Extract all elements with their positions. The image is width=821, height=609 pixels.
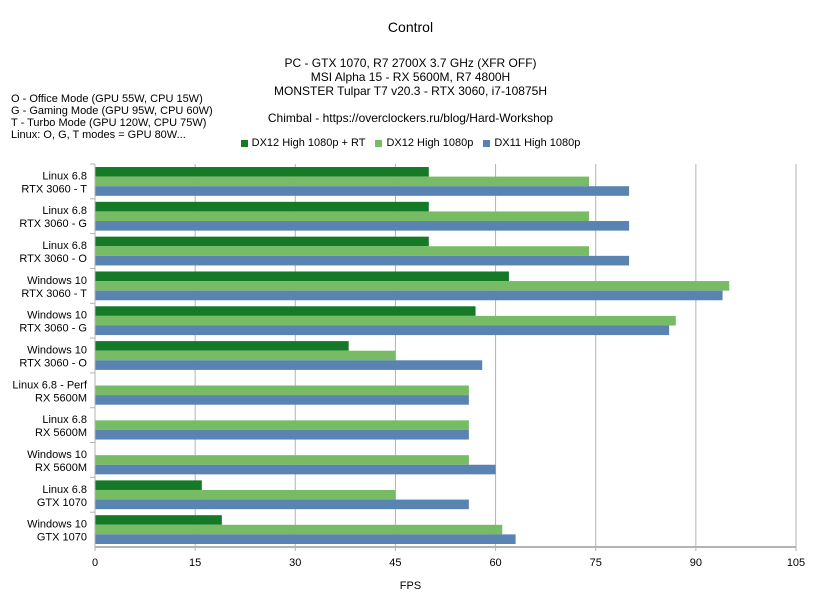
bar	[95, 534, 516, 544]
bar	[95, 271, 509, 282]
x-tick-label: 0	[92, 557, 98, 569]
x-tick-label: 15	[189, 557, 201, 569]
bar	[95, 524, 503, 535]
bar	[95, 315, 676, 326]
y-tick-label: Windows 10	[27, 449, 87, 461]
chart-title: Control	[387, 19, 434, 35]
legend-label-dx11: DX11 High 1080p	[494, 137, 581, 149]
legend-swatch-dx12-rt	[240, 139, 248, 147]
bar	[95, 395, 469, 405]
y-tick-label: RX 5600M	[35, 462, 87, 474]
y-tick-label: RTX 3060 - T	[21, 183, 87, 195]
y-tick-label: RX 5600M	[35, 392, 87, 404]
bar	[95, 489, 396, 500]
y-tick-label: Linux 6.8	[42, 170, 87, 182]
y-tick-label: RTX 3060 - O	[19, 253, 87, 265]
y-tick-label: Windows 10	[27, 275, 87, 287]
legend-swatch-dx12	[375, 139, 383, 147]
legend-item-dx11: DX11 High 1080p	[483, 137, 580, 149]
subtitle-line-monster: MONSTER Tulpar T7 v20.3 - RTX 3060, i7-1…	[273, 84, 547, 98]
bar	[95, 499, 469, 510]
bar	[95, 515, 222, 525]
bar	[95, 281, 730, 291]
bar	[95, 420, 469, 430]
legend: DX12 High 1080p + RT DX12 High 1080p DX1…	[0, 137, 821, 149]
bar	[95, 325, 670, 336]
bar	[95, 290, 723, 301]
note-linux-modes: Linux: O, G, T modes = GPU 80W...	[11, 129, 186, 141]
note-office-mode: O - Office Mode (GPU 55W, CPU 15W)	[11, 93, 203, 105]
note-turbo-mode: T - Turbo Mode (GPU 120W, CPU 75W)	[11, 117, 207, 129]
subtitle-line-author: Chimbal - https://overclockers.ru/blog/H…	[267, 111, 554, 125]
x-tick-label: 45	[389, 557, 401, 569]
y-tick-label: Linux 6.8	[42, 205, 87, 217]
bar	[95, 385, 469, 396]
x-tick-label: 60	[489, 557, 501, 569]
legend-item-dx12: DX12 High 1080p	[375, 137, 473, 149]
y-tick-label: Linux 6.8	[42, 240, 87, 252]
bar	[95, 221, 630, 231]
legend-item-dx12-rt: DX12 High 1080p + RT	[240, 137, 366, 149]
bar	[95, 480, 202, 490]
bar	[95, 186, 630, 196]
legend-label-dx12-rt: DX12 High 1080p + RT	[251, 137, 366, 149]
bar	[95, 429, 469, 440]
bar	[95, 211, 590, 222]
bar	[95, 350, 396, 361]
y-tick-label: RTX 3060 - T	[21, 288, 87, 300]
x-tick-label: 30	[289, 557, 301, 569]
y-tick-label: RTX 3060 - O	[19, 358, 87, 370]
bar	[95, 341, 349, 351]
bar	[95, 246, 590, 256]
note-gaming-mode: G - Gaming Mode (GPU 95W, CPU 60W)	[11, 105, 213, 117]
y-tick-label: GTX 1070	[37, 497, 87, 509]
y-tick-label: Linux 6.8 - Perf	[12, 379, 88, 391]
bar	[95, 464, 496, 475]
y-tick-label: RTX 3060 - G	[19, 218, 87, 230]
subtitle-line-msi: MSI Alpha 15 - RX 5600M, R7 4800H	[310, 70, 511, 84]
bar	[95, 360, 483, 370]
bar	[95, 167, 429, 177]
bar	[95, 255, 630, 266]
x-tick-label: 90	[690, 557, 702, 569]
legend-swatch-dx11	[483, 139, 491, 147]
y-tick-label: Windows 10	[27, 519, 87, 531]
x-tick-label: 105	[787, 557, 805, 569]
y-tick-label: Windows 10	[27, 345, 87, 357]
bar	[95, 201, 429, 212]
bar	[95, 176, 590, 187]
legend-label-dx12: DX12 High 1080p	[386, 137, 474, 149]
y-tick-label: GTX 1070	[37, 532, 87, 544]
bar	[95, 236, 429, 247]
y-tick-label: Linux 6.8	[42, 414, 87, 426]
bar	[95, 455, 469, 465]
subtitle-line-pc: PC - GTX 1070, R7 2700X 3.7 GHz (XFR OFF…	[284, 56, 537, 70]
y-tick-label: Linux 6.8	[42, 484, 87, 496]
bar	[95, 306, 476, 316]
x-tick-label: 75	[590, 557, 602, 569]
y-tick-label: RX 5600M	[35, 427, 87, 439]
y-tick-label: RTX 3060 - G	[19, 323, 87, 335]
y-tick-label: Windows 10	[27, 310, 87, 322]
x-axis-label: FPS	[399, 580, 422, 592]
